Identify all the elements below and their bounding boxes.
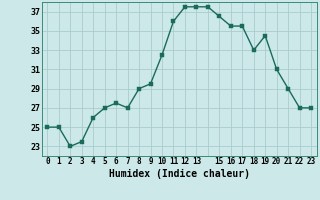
X-axis label: Humidex (Indice chaleur): Humidex (Indice chaleur) [109,169,250,179]
